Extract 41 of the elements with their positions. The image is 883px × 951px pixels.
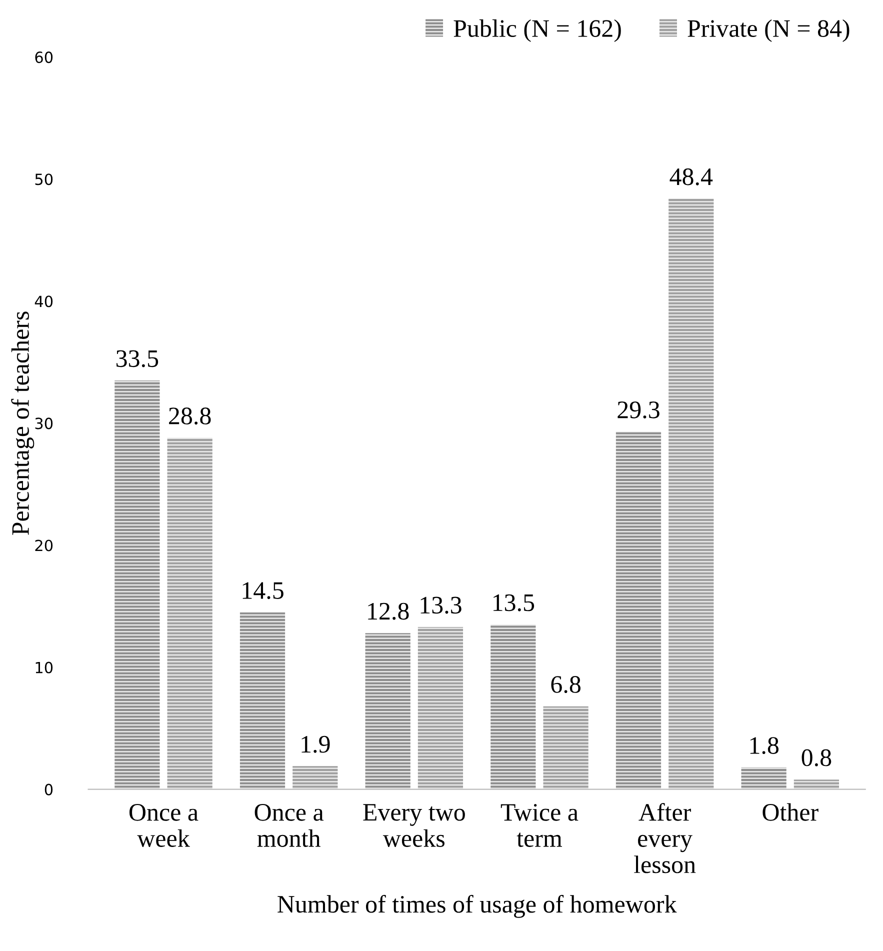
bar bbox=[240, 612, 286, 790]
data-label: 33.5 bbox=[116, 350, 158, 368]
legend-label: Private (N = 84) bbox=[688, 19, 850, 42]
bar bbox=[490, 624, 536, 790]
data-label: 1.8 bbox=[750, 737, 778, 754]
data-label: 6.8 bbox=[551, 676, 580, 694]
bar bbox=[741, 767, 786, 790]
y-tick-label: 10 bbox=[36, 662, 53, 674]
x-tick-label: Once a week bbox=[129, 804, 198, 847]
x-tick-label: Every two weeks bbox=[363, 804, 465, 847]
bar bbox=[668, 198, 714, 790]
bar bbox=[616, 432, 662, 790]
x-tick-label: Other bbox=[762, 803, 818, 821]
x-tick-label: After every lesson bbox=[634, 802, 696, 874]
data-label: 1.9 bbox=[302, 736, 330, 753]
y-axis-title: Percentage of teachers bbox=[11, 312, 34, 535]
y-tick-label: 30 bbox=[35, 418, 53, 430]
x-axis-title: Number of times of usage of homework bbox=[278, 894, 677, 918]
x-tick-label: Twice a term bbox=[500, 804, 578, 847]
bar bbox=[292, 766, 338, 790]
y-tick-label: 20 bbox=[35, 540, 53, 552]
y-tick-label: 40 bbox=[34, 296, 53, 308]
data-label: 12.8 bbox=[368, 602, 409, 620]
y-tick-label: 0 bbox=[44, 784, 53, 796]
legend-label: Public (N = 162) bbox=[454, 19, 621, 42]
data-label: 14.5 bbox=[242, 582, 284, 600]
bar bbox=[114, 380, 160, 790]
data-label: 13.3 bbox=[420, 596, 462, 614]
data-label: 0.8 bbox=[802, 749, 832, 766]
x-tick-label: Once a month bbox=[254, 804, 324, 847]
bar bbox=[167, 438, 212, 790]
y-tick-label: 60 bbox=[35, 52, 53, 64]
bar bbox=[543, 706, 588, 790]
data-label: 29.3 bbox=[618, 402, 660, 418]
data-label: 48.4 bbox=[670, 168, 713, 186]
bar bbox=[365, 633, 410, 790]
y-tick-label: 50 bbox=[35, 174, 53, 186]
bar bbox=[794, 780, 840, 790]
data-label: 28.8 bbox=[169, 408, 211, 425]
data-label: 13.5 bbox=[493, 594, 534, 612]
bar bbox=[418, 627, 464, 790]
